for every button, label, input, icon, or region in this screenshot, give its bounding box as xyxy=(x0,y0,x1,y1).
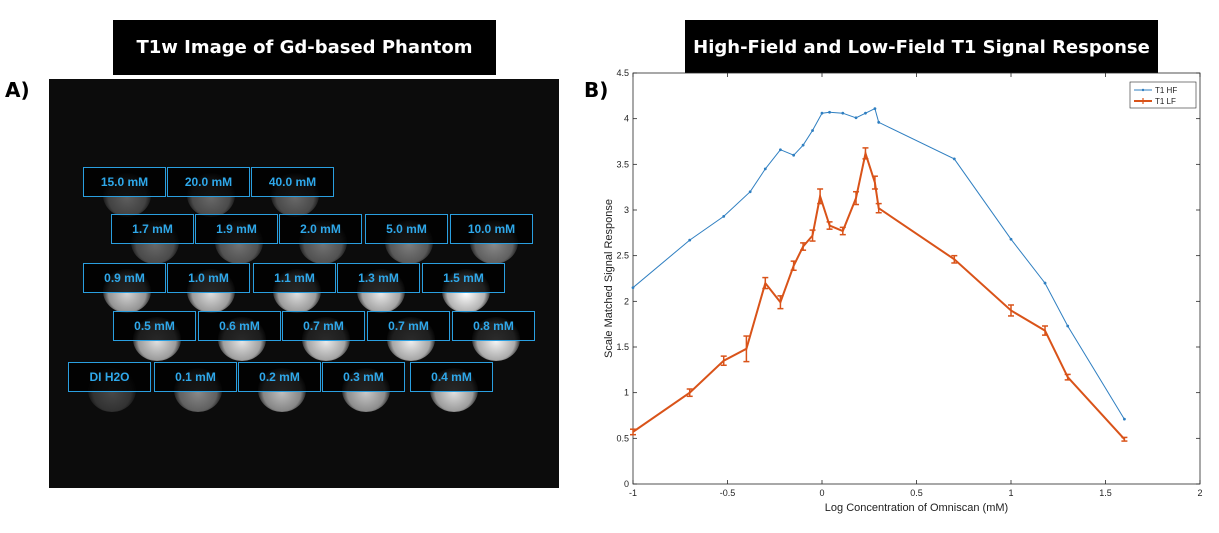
concentration-label: 0.9 mM xyxy=(83,263,166,293)
data-point xyxy=(841,111,845,115)
concentration-label: 20.0 mM xyxy=(167,167,250,197)
panel-b-title: High-Field and Low-Field T1 Signal Respo… xyxy=(685,20,1158,75)
concentration-label: 10.0 mM xyxy=(450,214,533,244)
concentration-label: 40.0 mM xyxy=(251,167,334,197)
data-point xyxy=(722,214,726,218)
x-tick-label: 0 xyxy=(819,488,824,498)
panel-a-title: T1w Image of Gd-based Phantom xyxy=(113,20,496,75)
data-point xyxy=(763,167,767,171)
x-tick-label: 1 xyxy=(1008,488,1013,498)
legend-box xyxy=(1129,81,1197,109)
data-point xyxy=(779,148,782,152)
concentration-label: 0.8 mM xyxy=(452,311,535,341)
concentration-label: 0.6 mM xyxy=(198,311,281,341)
concentration-label: 1.9 mM xyxy=(195,214,278,244)
y-tick-label: 1 xyxy=(624,388,629,398)
concentration-label: 1.7 mM xyxy=(111,214,194,244)
x-tick-label: 1.5 xyxy=(1099,488,1112,498)
data-point xyxy=(1009,237,1013,241)
y-tick-label: 2.5 xyxy=(616,251,629,261)
y-tick-label: 0 xyxy=(624,479,629,489)
data-point xyxy=(873,107,877,111)
y-tick-label: 2 xyxy=(624,296,629,306)
data-point xyxy=(854,116,858,120)
plot-area-box xyxy=(632,72,1201,485)
y-tick-label: 0.5 xyxy=(616,433,629,443)
legend-label: T1 LF xyxy=(1155,97,1176,106)
concentration-label: 0.7 mM xyxy=(367,311,450,341)
x-tick-label: 2 xyxy=(1197,488,1202,498)
legend-swatch-marker xyxy=(1141,88,1145,92)
x-tick-label: -1 xyxy=(629,488,637,498)
data-point xyxy=(820,111,824,115)
y-tick-label: 3 xyxy=(624,205,629,215)
y-tick-label: 4.5 xyxy=(616,68,629,78)
data-point xyxy=(748,190,752,194)
x-tick-label: -0.5 xyxy=(720,488,736,498)
data-point xyxy=(631,286,635,290)
data-point xyxy=(877,120,881,124)
data-point xyxy=(828,110,831,114)
concentration-label: 1.1 mM xyxy=(253,263,336,293)
concentration-label: 0.2 mM xyxy=(238,362,321,392)
x-tick-label: 0.5 xyxy=(910,488,923,498)
concentration-label: 0.7 mM xyxy=(282,311,365,341)
data-point xyxy=(801,143,805,147)
concentration-label: 2.0 mM xyxy=(279,214,362,244)
concentration-label: 15.0 mM xyxy=(83,167,166,197)
legend-label: T1 HF xyxy=(1155,86,1177,95)
y-tick-label: 3.5 xyxy=(616,159,629,169)
data-point xyxy=(1066,324,1070,328)
data-point xyxy=(688,238,692,242)
data-point xyxy=(864,111,867,115)
data-point xyxy=(1043,281,1047,285)
concentration-label: 1.3 mM xyxy=(337,263,420,293)
phantom-image: 15.0 mM 20.0 mM 40.0 mM 1.7 mM 1.9 mM 2.0 mM 5… xyxy=(49,79,559,488)
concentration-label: 0.4 mM xyxy=(410,362,493,392)
data-point xyxy=(1123,417,1126,421)
concentration-label: 1.5 mM xyxy=(422,263,505,293)
signal-response-chart: -1 -0.5 0 0.5 1 1.5 2 0 0.5 1 1.5 2 2.5 3 3.5 4 4.5 Log C… xyxy=(603,68,1203,514)
data-point xyxy=(952,157,956,161)
data-point xyxy=(811,129,814,132)
concentration-label: 0.5 mM xyxy=(113,311,196,341)
concentration-label: 0.3 mM xyxy=(322,362,405,392)
concentration-label: DI H2O xyxy=(68,362,151,392)
y-tick-label: 4 xyxy=(624,114,629,124)
y-tick-label: 1.5 xyxy=(616,342,629,352)
data-point xyxy=(792,153,796,157)
concentration-label: 0.1 mM xyxy=(154,362,237,392)
panel-b-letter: B) xyxy=(584,78,609,102)
x-axis-label: Log Concentration of Omniscan (mM) xyxy=(825,502,1008,514)
panel-a-letter: A) xyxy=(5,78,30,102)
y-axis-label: Scale Matched Signal Response xyxy=(603,199,615,358)
concentration-label: 5.0 mM xyxy=(365,214,448,244)
concentration-label: 1.0 mM xyxy=(167,263,250,293)
